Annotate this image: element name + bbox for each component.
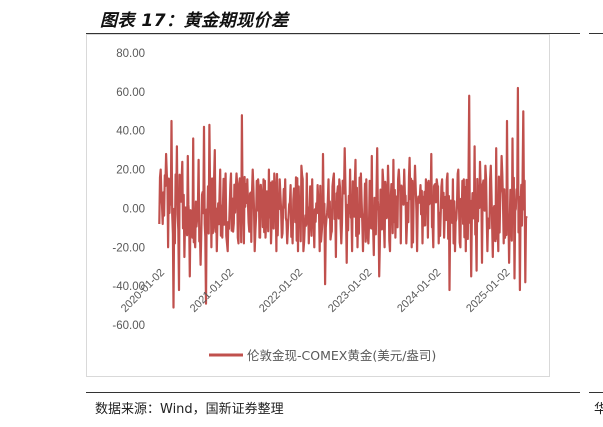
bottom-rule bbox=[86, 392, 580, 393]
legend-label: 伦敦金现-COMEX黄金(美元/盎司) bbox=[247, 348, 436, 363]
cut-off-text: 华 bbox=[594, 402, 603, 417]
series-line bbox=[158, 86, 528, 309]
top-rule-right bbox=[589, 33, 603, 34]
bottom-rule-right bbox=[589, 392, 603, 393]
x-tick-label: 2021-01-02 bbox=[188, 267, 236, 315]
y-tick-label: -40.00 bbox=[112, 281, 145, 293]
chart-plot: -60.00 -40.00 -20.00 0.00 20.00 40.00 60.00 80.… bbox=[112, 48, 528, 363]
x-tick-label: 2023-01-02 bbox=[326, 267, 374, 315]
y-tick-label: 40.00 bbox=[116, 126, 145, 138]
top-rule bbox=[86, 33, 580, 34]
x-tick-label: 2024-01-02 bbox=[395, 267, 443, 315]
chart-title: 图表 17：黄金期现价差 bbox=[100, 11, 289, 31]
source-note: 数据来源：Wind，国新证券整理 bbox=[95, 402, 284, 417]
y-tick-label: 20.00 bbox=[116, 165, 145, 177]
y-tick-label: -20.00 bbox=[112, 242, 145, 254]
chart-frame: -60.00 -40.00 -20.00 0.00 20.00 40.00 60.00 80.… bbox=[86, 34, 550, 377]
x-tick-label: 2022-01-02 bbox=[257, 267, 305, 315]
y-tick-label: 60.00 bbox=[116, 87, 145, 99]
y-tick-label: 0.00 bbox=[123, 203, 145, 215]
y-tick-label: 80.00 bbox=[116, 48, 145, 60]
y-tick-label: -60.00 bbox=[112, 320, 145, 332]
